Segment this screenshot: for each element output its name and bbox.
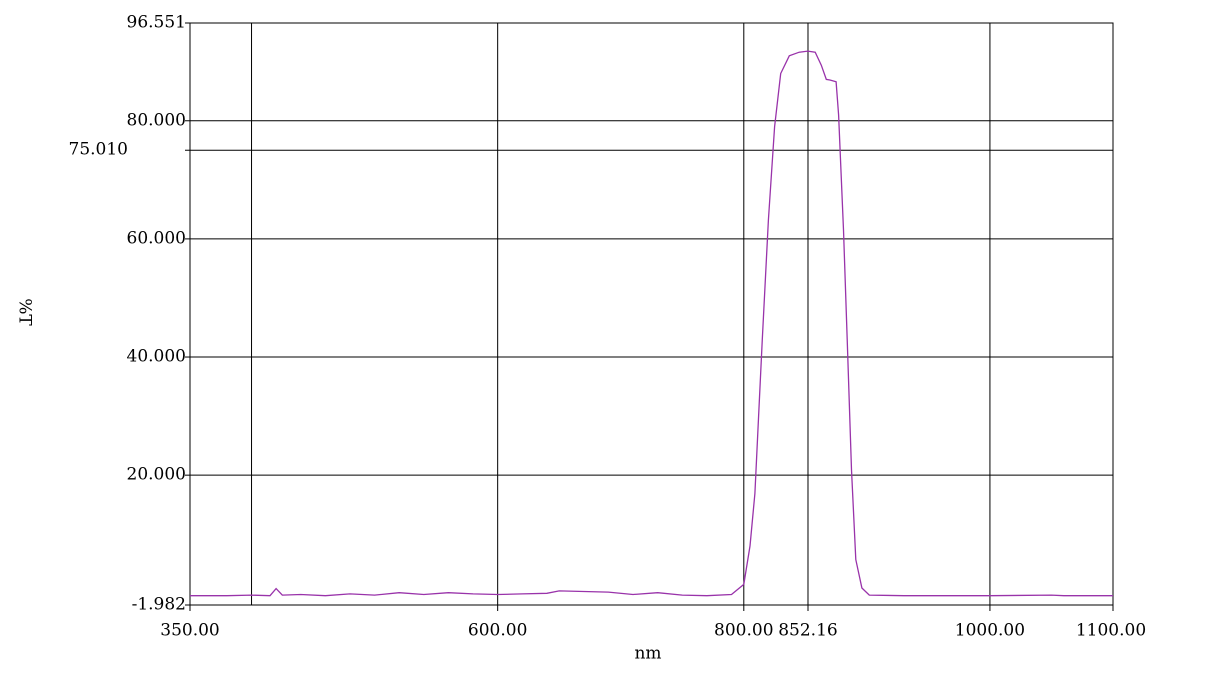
y-axis-label: %T [15, 298, 35, 326]
x-tick-label: 1000.00 [955, 621, 1025, 641]
y-tick-label: 20.000 [127, 465, 186, 485]
data-line [190, 50, 1113, 597]
x-axis-label: nm [634, 644, 661, 664]
y-tick-label: 80.000 [127, 110, 186, 130]
x-tick-label: 350.00 [160, 621, 219, 641]
y-tick-label: 40.000 [127, 347, 186, 367]
x-tick-label: 600.00 [468, 621, 527, 641]
y-tick-label: -1.982 [132, 595, 186, 615]
plot-frame [189, 22, 1114, 606]
y-tick-label: 60.000 [127, 228, 186, 248]
x-tick-label: 852.16 [778, 621, 837, 641]
x-tick-label: 1100.00 [1076, 621, 1146, 641]
y-tick-label: 96.551 [127, 13, 186, 33]
y-tick-label: 75.010 [69, 140, 128, 160]
x-tick-label: 800.00 [714, 621, 773, 641]
